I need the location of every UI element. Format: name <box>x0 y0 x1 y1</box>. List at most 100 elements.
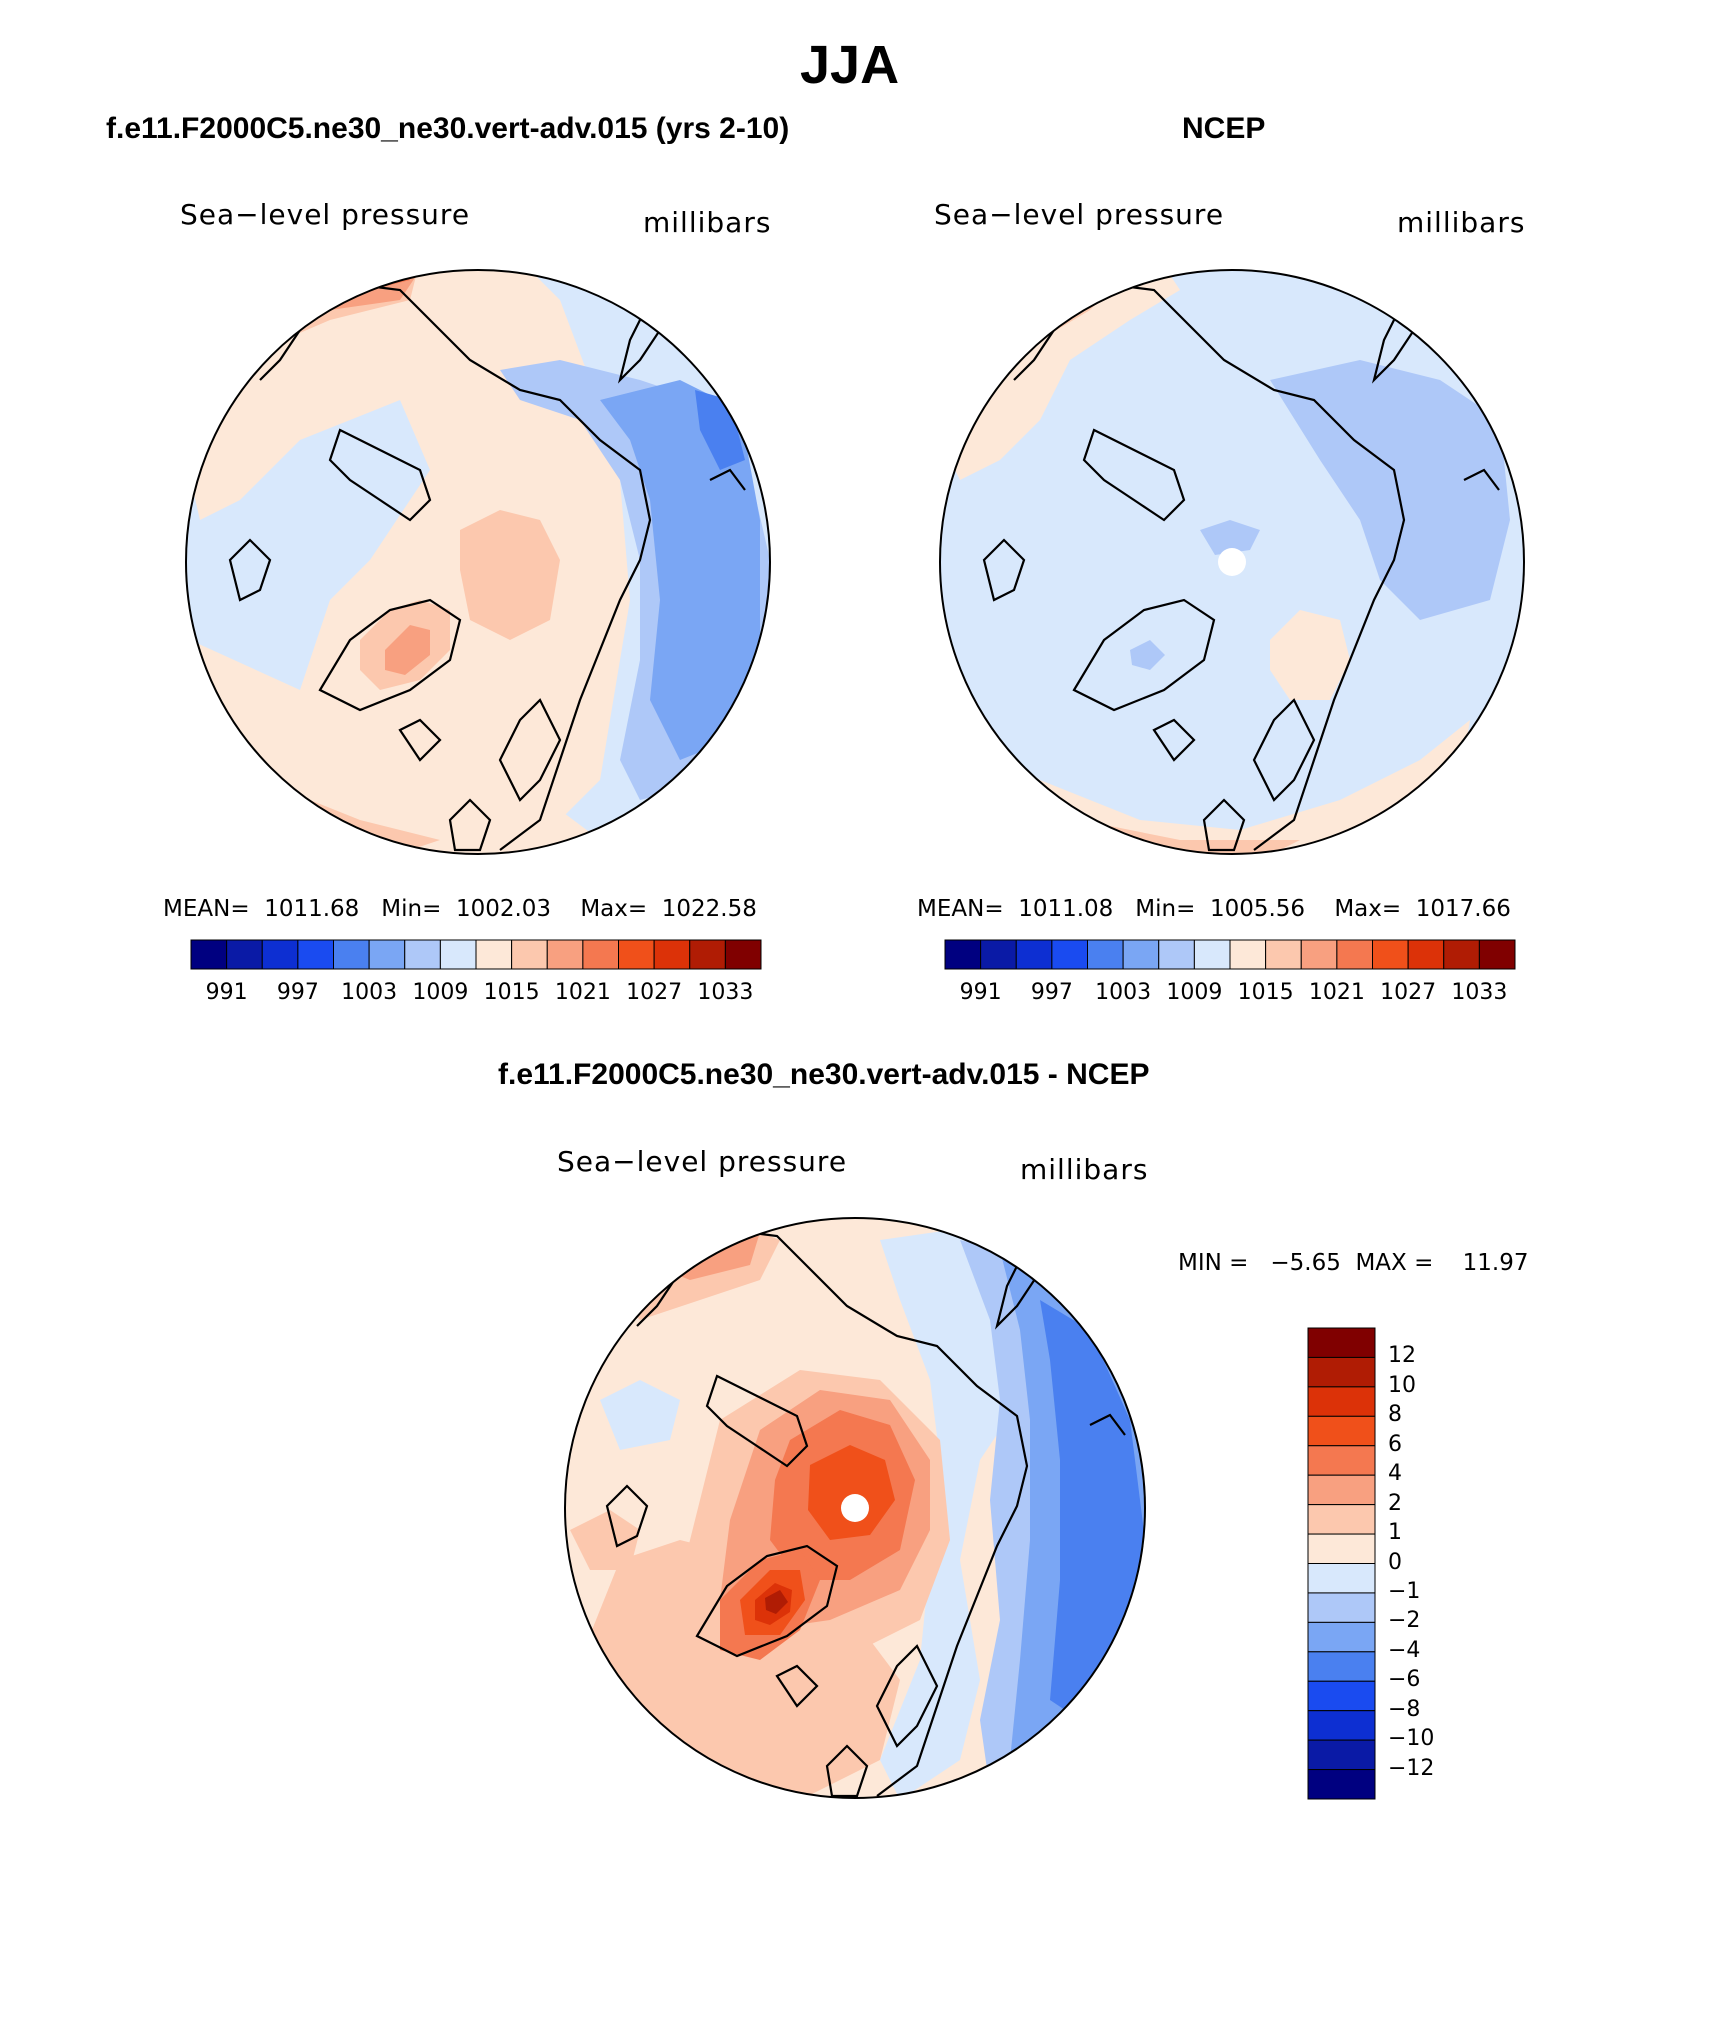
panel1-stats: MEAN= 1011.68 Min= 1002.03 Max= 1022.58 <box>163 896 757 922</box>
panel1-units-label: millibars <box>643 206 772 239</box>
panel1-colorbar-tick-label: 997 <box>276 980 319 1005</box>
panel1-colorbar <box>190 939 762 970</box>
panel3-colorbar-tick-label: −1 <box>1388 1578 1421 1604</box>
panel1-colorbar-cell <box>404 939 441 970</box>
panel3-colorbar-tick-label: −8 <box>1388 1696 1421 1722</box>
panel1-contour-greenland-1027 <box>385 625 430 675</box>
panel3-colorbar-tick-label: −10 <box>1388 1726 1435 1752</box>
panel3-colorbar-tick-label: −2 <box>1388 1608 1421 1634</box>
panel1-colorbar-tick-label: 1015 <box>483 980 540 1005</box>
panel2-colorbar-cell <box>1051 939 1088 970</box>
panel2-map-border <box>939 269 1525 855</box>
panel2-colorbar-cell <box>1229 939 1267 970</box>
panel2-colorbar-tick-label: 1021 <box>1308 980 1365 1005</box>
panel3-colorbar-tick-label: 0 <box>1388 1549 1402 1575</box>
panel3-colorbar-cell <box>1307 1504 1376 1535</box>
panel3-colorbar-cell <box>1307 1680 1376 1712</box>
panel2-contour-center-1015 <box>1270 610 1350 700</box>
panel3-colorbar-tick-label: 2 <box>1388 1490 1402 1516</box>
panel1-colorbar-cell <box>368 939 406 970</box>
panel3-colorbar <box>1307 1327 1376 1800</box>
panel1-colorbar-tick-label: 991 <box>205 980 248 1005</box>
panel3-variable-label: Sea−level pressure <box>557 1145 848 1178</box>
panel3-colorbar-tick-label: −12 <box>1388 1755 1435 1781</box>
panel2-colorbar-tick-label: 1009 <box>1166 980 1223 1005</box>
panel1-colorbar-cell <box>261 939 299 970</box>
panel1-colorbar-tick-label: 1009 <box>412 980 469 1005</box>
panel2-colorbar-tick-label: 1003 <box>1095 980 1152 1005</box>
panel1-colorbar-tick-label: 1033 <box>697 980 754 1005</box>
panel2-colorbar-cell <box>1158 939 1195 970</box>
panel2-colorbar-cell <box>1122 939 1160 970</box>
panel3-colorbar-cell <box>1307 1710 1376 1741</box>
panel1-colorbar-cell <box>653 939 691 970</box>
panel2-colorbar-cell <box>1372 939 1409 970</box>
panel2-map <box>939 269 1525 855</box>
panel2-colorbar-tick-label: 997 <box>1030 980 1073 1005</box>
panel3-colorbar-cell <box>1307 1415 1376 1447</box>
panel3-colorbar-cell <box>1307 1592 1376 1623</box>
panel2-colorbar-cell <box>1087 939 1124 970</box>
panel3-contour-neg1-west <box>600 1380 680 1450</box>
panel1-colorbar-cell <box>439 939 477 970</box>
panel3-contour-pos2-west <box>570 1510 640 1570</box>
panel1-title: f.e11.F2000C5.ne30_ne30.vert-adv.015 (yr… <box>106 112 790 145</box>
panel3-colorbar-cell <box>1307 1739 1376 1771</box>
panel3-colorbar-cell <box>1307 1621 1376 1653</box>
panel1-colorbar-cell <box>582 939 619 970</box>
panel3-colorbar-tick-label: 10 <box>1388 1372 1416 1398</box>
panel2-colorbar-cell <box>1443 939 1480 970</box>
panel1-colorbar-tick-label: 1003 <box>341 980 398 1005</box>
panel1-colorbar-cell <box>511 939 548 970</box>
panel2-colorbar-cell <box>1015 939 1053 970</box>
panel2-colorbar-tick-label: 1027 <box>1380 980 1437 1005</box>
panel1-colorbar-cell <box>190 939 228 970</box>
panel3-colorbar-tick-label: −6 <box>1388 1667 1421 1693</box>
panel2-colorbar-tick-label: 1033 <box>1451 980 1508 1005</box>
panel3-colorbar-cell <box>1307 1769 1376 1800</box>
panel3-colorbar-tick-label: −4 <box>1388 1637 1421 1663</box>
panel1-contour-southwest-1021 <box>190 730 440 854</box>
panel3-units-label: millibars <box>1020 1153 1149 1186</box>
panel3-title: f.e11.F2000C5.ne30_ne30.vert-adv.015 - N… <box>498 1058 1150 1091</box>
panel2-contour-1009 <box>1270 360 1510 620</box>
panel2-stats: MEAN= 1011.08 Min= 1005.56 Max= 1017.66 <box>917 896 1511 922</box>
panel3-colorbar-cell <box>1307 1327 1376 1358</box>
panel2-colorbar-cell <box>1407 939 1445 970</box>
panel3-colorbar-cell <box>1307 1474 1376 1506</box>
panel3-map <box>564 1217 1146 1799</box>
panel2-contour-1009-small <box>1200 520 1260 555</box>
panel2-colorbar-cell <box>1193 939 1231 970</box>
panel2-pole-marker <box>1218 548 1246 576</box>
panel1-map <box>185 269 771 855</box>
panel2-units-label: millibars <box>1397 206 1526 239</box>
panel3-colorbar-cell <box>1307 1533 1376 1564</box>
panel2-variable-label: Sea−level pressure <box>934 198 1225 231</box>
panel2-contour-1009-greenland <box>1130 640 1165 670</box>
panel3-minmax: MIN = −5.65 MAX = 11.97 <box>1178 1250 1529 1276</box>
panel2-colorbar-cell <box>1300 939 1338 970</box>
panel3-colorbar-cell <box>1307 1445 1376 1476</box>
panel3-colorbar-cell <box>1307 1651 1376 1682</box>
panel2-colorbar-cell <box>980 939 1017 970</box>
panel3-contour-neg6 <box>1040 1300 1145 1720</box>
panel2-colorbar-tick-label: 991 <box>959 980 1002 1005</box>
panel1-colorbar-cell <box>546 939 584 970</box>
panel1-map-border <box>185 269 771 855</box>
panel3-colorbar-cell <box>1307 1356 1376 1388</box>
panel3-colorbar-tick-label: 4 <box>1388 1461 1402 1487</box>
panel1-colorbar-tick-label: 1027 <box>626 980 683 1005</box>
panel1-colorbar-cell <box>297 939 334 970</box>
panel3-colorbar-cell <box>1307 1386 1376 1417</box>
panel1-colorbar-cell <box>226 939 263 970</box>
panel1-contour-inner-1021 <box>460 510 560 640</box>
panel1-colorbar-cell <box>333 939 370 970</box>
panel2-colorbar <box>944 939 1516 970</box>
panel2-colorbar-cell <box>944 939 982 970</box>
panel2-colorbar-cell <box>1336 939 1373 970</box>
figure-title: JJA <box>800 35 900 95</box>
panel3-colorbar-tick-label: 8 <box>1388 1402 1402 1428</box>
panel1-colorbar-cell <box>724 939 762 970</box>
panel3-colorbar-tick-label: 1 <box>1388 1520 1402 1546</box>
